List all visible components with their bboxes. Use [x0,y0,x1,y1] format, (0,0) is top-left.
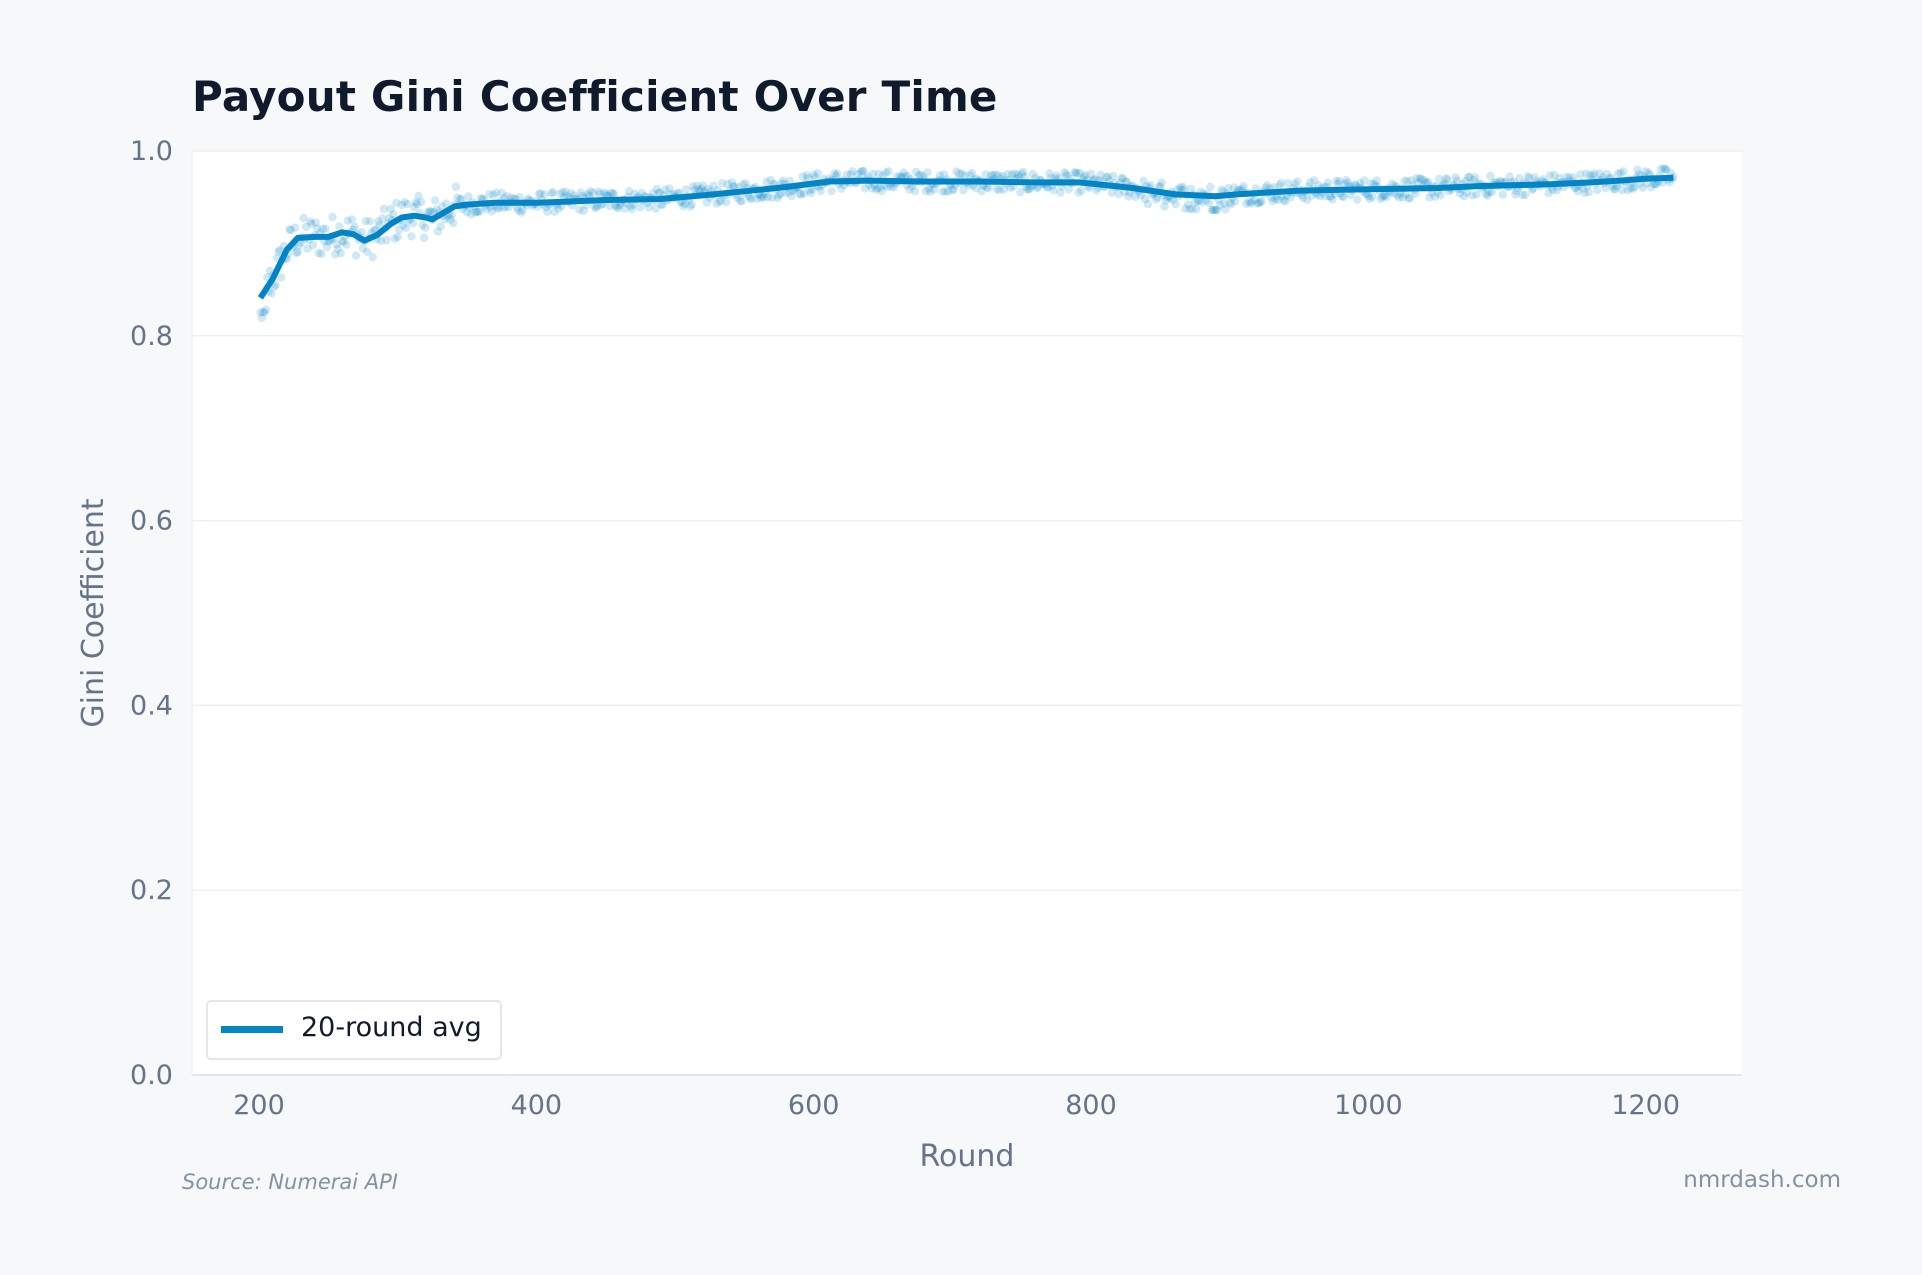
legend-line-swatch [221,1026,283,1033]
avg-line [257,174,1674,300]
plot-area [192,151,1742,1075]
x-tick-label: 600 [788,1090,840,1121]
y-tick-label: 0.2 [130,875,173,906]
x-tick-label: 1000 [1334,1090,1403,1121]
brand-link[interactable]: nmrdash.com [1683,1167,1841,1193]
chart-title: Payout Gini Coefficient Over Time [192,72,998,121]
x-tick-label: 1200 [1611,1090,1680,1121]
x-tick-label: 400 [511,1090,563,1121]
legend-label: 20-round avg [301,1012,482,1043]
y-axis-ticks: 0.0 0.2 0.4 0.6 0.8 1.0 [130,136,173,1091]
gridlines [192,150,1742,891]
x-axis-title: Round [920,1139,1015,1174]
y-tick-label: 0.0 [130,1060,173,1091]
y-tick-label: 0.6 [130,506,173,537]
x-tick-label: 800 [1065,1090,1117,1121]
x-tick-label: 200 [233,1090,285,1121]
y-axis-title: Gini Coefficient [76,498,111,728]
source-note: Source: Numerai API [182,1170,398,1194]
legend: 20-round avg [206,1000,502,1060]
y-tick-label: 0.4 [130,690,173,721]
y-tick-label: 1.0 [130,136,173,167]
y-tick-label: 0.8 [130,321,173,352]
x-axis-ticks: 200 400 600 800 1000 1200 [233,1090,1680,1121]
